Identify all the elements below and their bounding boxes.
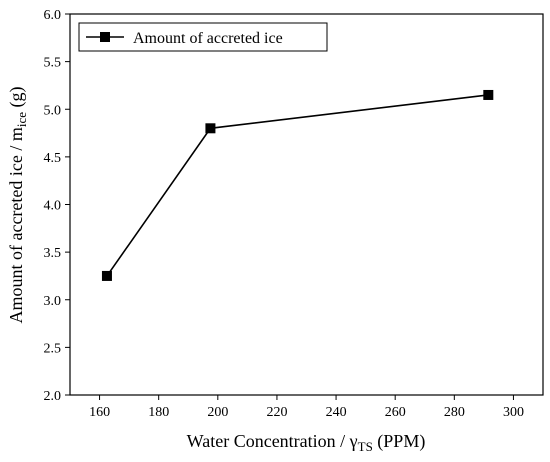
ticks-layer: 160 180 200 220 240 260 280 300 2.0 2.5 3.0 3.5 4.0 4…	[44, 8, 524, 420]
x-tick-label-0: 160	[89, 405, 110, 420]
series-line-0	[106, 94, 489, 277]
legend-marker	[100, 32, 110, 42]
y-tick-label-1: 2.5	[44, 341, 62, 356]
y-tick-label-8: 6.0	[44, 8, 62, 23]
x-tick-label-1: 180	[148, 405, 169, 420]
x-tick-label-6: 280	[444, 405, 465, 420]
y-axis-title-main: Amount of accreted ice / m	[6, 127, 26, 323]
data-point-0	[101, 270, 112, 281]
x-tick-label-4: 240	[326, 405, 347, 420]
x-axis-title: Water Concentration / γTS (PPM)	[187, 431, 426, 454]
plot-frame	[69, 13, 544, 396]
y-axis-title-unit: (g)	[6, 86, 27, 112]
y-tick-label-5: 4.5	[44, 151, 62, 166]
x-axis-title-unit: (PPM)	[373, 431, 426, 452]
x-tick-label-2: 200	[207, 405, 228, 420]
y-tick-label-3: 3.5	[44, 246, 62, 261]
series-layer	[101, 89, 494, 281]
legend: Amount of accreted ice	[78, 22, 328, 52]
y-axis-title: Amount of accreted ice / mice (g)	[6, 86, 29, 323]
x-axis-title-sub: TS	[358, 439, 373, 454]
y-tick-label-6: 5.0	[44, 103, 62, 118]
x-tick-label-5: 260	[385, 405, 406, 420]
x-axis-title-main: Water Concentration / γ	[187, 431, 358, 451]
y-tick-label-7: 5.5	[44, 56, 62, 71]
y-tick-label-2: 3.0	[44, 294, 62, 309]
y-tick-label-0: 2.0	[44, 389, 62, 404]
data-point-2	[483, 89, 494, 100]
data-point-1	[205, 123, 216, 134]
legend-label: Amount of accreted ice	[133, 30, 283, 47]
y-axis-title-sub: ice	[14, 112, 29, 127]
x-tick-label-7: 300	[503, 405, 524, 420]
x-tick-label-3: 220	[266, 405, 287, 420]
y-tick-label-4: 4.0	[44, 199, 62, 214]
